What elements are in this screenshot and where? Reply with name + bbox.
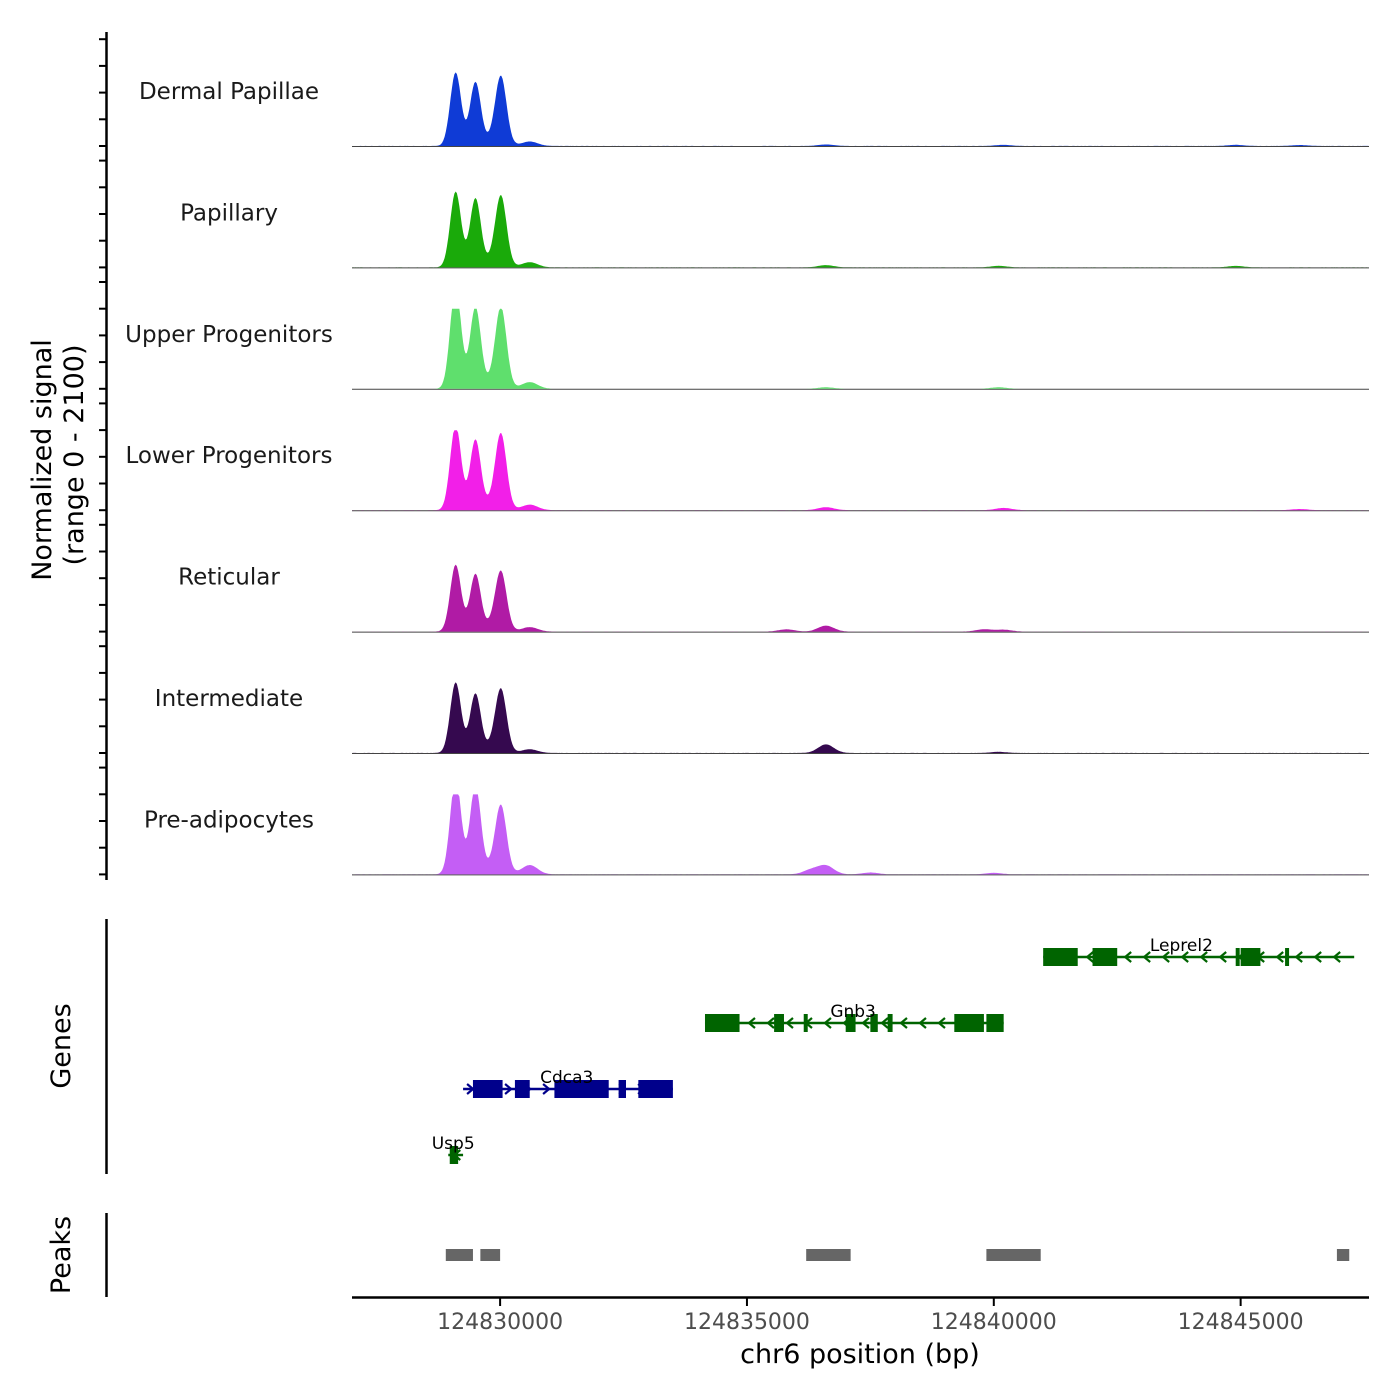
strand-arrow <box>1123 951 1132 963</box>
strand-arrow <box>542 1083 551 1095</box>
track-label: Reticular <box>178 565 280 591</box>
gene-label: Usp5 <box>432 1134 475 1154</box>
exon <box>554 1080 609 1098</box>
exon <box>514 1080 530 1098</box>
strand-arrow <box>1142 951 1151 963</box>
exon <box>638 1080 673 1098</box>
track-papillary: Papillary <box>180 191 1369 269</box>
signal-area <box>352 191 1369 268</box>
signal-tracks: Dermal Papillae Papillary Upper Progenitor… <box>125 72 1369 876</box>
signal-area <box>352 308 1369 389</box>
exon <box>774 1014 784 1032</box>
strand-arrow <box>1180 951 1189 963</box>
strand-arrow <box>747 1017 756 1029</box>
strand-arrow <box>766 1017 775 1029</box>
genes-panel-title: Genes <box>46 1003 77 1088</box>
strand-arrow <box>504 1083 513 1095</box>
track-lower-progenitors: Lower Progenitors <box>126 430 1369 512</box>
peak-region <box>986 1249 1041 1261</box>
gene-gnb3: Gnb3 <box>704 1002 1004 1032</box>
exon <box>1285 948 1290 966</box>
strand-arrow <box>1275 951 1284 963</box>
gene-leprel2: Leprel2 <box>1043 936 1355 966</box>
y-axis-title: Normalized signal (range 0 - 2100) <box>27 339 90 581</box>
exon <box>845 1014 856 1032</box>
strand-arrow <box>899 1017 908 1029</box>
signal-area <box>352 430 1369 511</box>
strand-arrow <box>1199 951 1208 963</box>
strand-arrow <box>785 1017 794 1029</box>
x-tick-label: 124835000 <box>684 1310 810 1335</box>
gene-label: Leprel2 <box>1150 936 1213 956</box>
track-label: Intermediate <box>155 686 303 712</box>
exon <box>870 1014 878 1032</box>
peak-regions <box>445 1249 1350 1261</box>
track-label: Dermal Papillae <box>139 79 319 105</box>
x-tick-label: 124845000 <box>1178 1310 1304 1335</box>
signal-area <box>352 682 1369 753</box>
peak-region <box>480 1249 501 1261</box>
exon <box>887 1014 893 1032</box>
gene-label: Gnb3 <box>830 1002 876 1022</box>
exon <box>472 1080 503 1098</box>
strand-arrow <box>1161 951 1170 963</box>
track-reticular: Reticular <box>178 564 1369 633</box>
peak-region <box>1336 1249 1350 1261</box>
y-axis-title-line1: Normalized signal <box>27 339 58 581</box>
strand-arrow <box>1294 951 1303 963</box>
signal-axis-ticks <box>99 38 106 876</box>
strand-arrow <box>1313 951 1322 963</box>
x-axis-title: chr6 position (bp) <box>740 1339 980 1370</box>
track-label: Upper Progenitors <box>125 322 333 348</box>
x-axis-ticks: 124830000 124835000 124840000 124845000 <box>437 1298 1304 1335</box>
peak-region <box>445 1249 473 1261</box>
strand-arrow <box>1085 951 1094 963</box>
track-dermal-papillae: Dermal Papillae <box>139 72 1369 147</box>
signal-area <box>352 72 1369 146</box>
exon <box>954 1014 984 1032</box>
strand-arrow <box>1218 951 1227 963</box>
exon <box>1043 948 1078 966</box>
y-axis-title-line2: (range 0 - 2100) <box>59 345 90 566</box>
strand-arrow <box>880 1017 889 1029</box>
signal-area <box>352 564 1369 632</box>
track-intermediate: Intermediate <box>155 682 1369 754</box>
exon <box>1092 948 1118 966</box>
exon <box>618 1080 626 1098</box>
track-pre-adipocytes: Pre-adipocytes <box>144 794 1369 876</box>
peaks-panel-title: Peaks <box>46 1216 77 1294</box>
gene-cdca3: Cdca3 <box>463 1068 673 1098</box>
exon <box>704 1014 740 1032</box>
exon <box>1240 948 1261 966</box>
x-tick-label: 124840000 <box>931 1310 1057 1335</box>
gene-annotations: Leprel2 Gnb3 Cdca3 Usp5 <box>432 936 1355 1164</box>
strand-arrow <box>918 1017 927 1029</box>
exon <box>803 1014 808 1032</box>
track-upper-progenitors: Upper Progenitors <box>125 308 1369 390</box>
gene-label: Cdca3 <box>540 1068 593 1088</box>
exon <box>1235 948 1240 966</box>
gene-usp5: Usp5 <box>432 1134 475 1164</box>
strand-arrow <box>1332 951 1341 963</box>
strand-arrow <box>823 1017 832 1029</box>
track-label: Lower Progenitors <box>126 443 333 469</box>
x-tick-label: 124830000 <box>437 1310 563 1335</box>
track-label: Papillary <box>180 200 278 226</box>
exon <box>449 1146 459 1164</box>
strand-arrow <box>861 1017 870 1029</box>
strand-arrow <box>937 1017 946 1029</box>
signal-area <box>352 794 1369 875</box>
peak-region <box>806 1249 851 1261</box>
track-label: Pre-adipocytes <box>144 807 314 833</box>
exon <box>986 1014 1004 1032</box>
